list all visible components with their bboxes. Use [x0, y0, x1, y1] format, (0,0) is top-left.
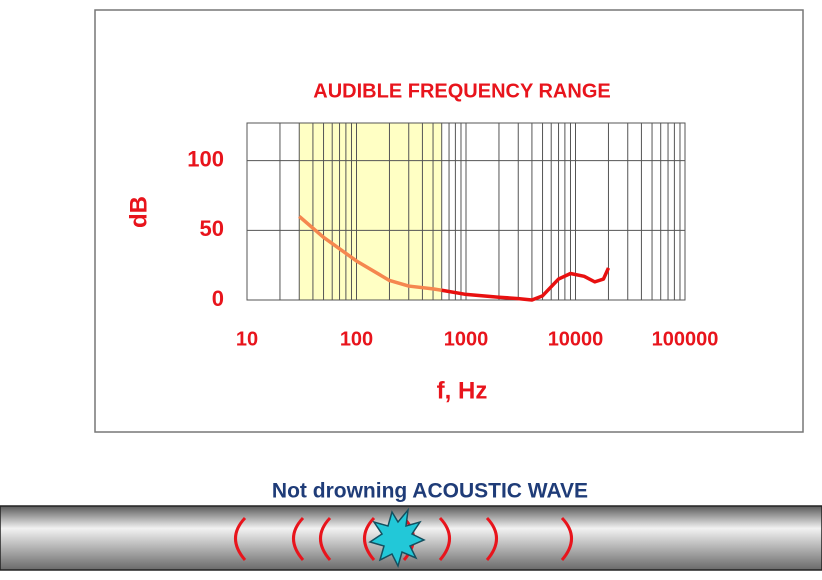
y-axis-label: dB: [125, 196, 152, 228]
y-tick-label: 50: [200, 216, 224, 241]
wave-arc: [560, 516, 573, 561]
wave-arc: [485, 516, 498, 561]
diagram-caption: Not drowning ACOUSTIC WAVE: [272, 480, 588, 503]
wave-arc: [234, 516, 247, 561]
plot-border: [246, 122, 686, 301]
wave-arc: [319, 516, 332, 561]
x-tick-label: 1000: [444, 328, 489, 350]
line-series: [298, 215, 442, 292]
x-tick-label: 100000: [652, 328, 719, 350]
x-tick-label: 100: [340, 328, 373, 350]
y-tick-label: 0: [212, 286, 224, 311]
wave-arc: [438, 516, 451, 561]
y-tick-label: 100: [187, 146, 224, 171]
wave-arc: [292, 516, 305, 561]
x-tick-label: 10000: [548, 328, 604, 350]
audible-highlight: [299, 123, 442, 300]
chart-title: AUDIBLE FREQUENCY RANGE: [313, 80, 610, 102]
x-tick-label: 10: [236, 328, 258, 350]
burst: [368, 507, 426, 569]
x-axis-label: f, Hz: [437, 377, 488, 404]
plot: 10 100 1000 10000 100000 0 50 100: [187, 122, 719, 350]
line-series: [441, 267, 611, 302]
wave-arc: [363, 516, 376, 561]
